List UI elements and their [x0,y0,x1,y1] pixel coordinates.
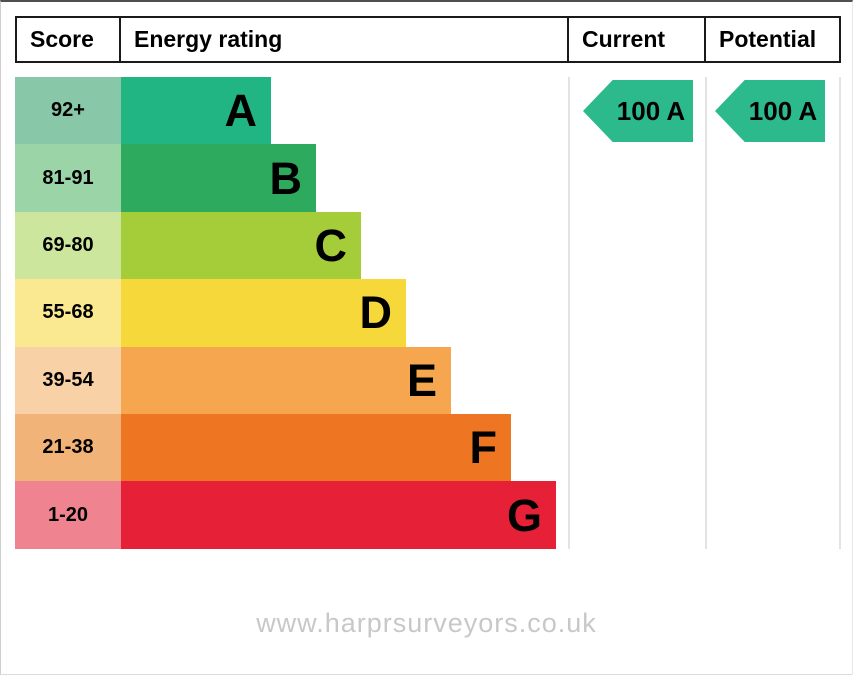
band-row: 55-68 D [15,279,556,347]
band-score-range: 81-91 [15,144,121,212]
band-letter: A [224,85,258,137]
band-letter: G [506,489,542,541]
header-energy-rating: Energy rating [121,18,569,61]
band-row: 92+ A [15,77,556,145]
header-score: Score [17,18,121,61]
column-separator-right-edge [839,77,841,549]
band-row: 81-91 B [15,144,556,212]
band-bar: G [121,481,556,549]
band-score-range: 21-38 [15,413,121,482]
column-separator-current-potential [705,77,707,549]
potential-rating-arrow: 100 A [715,80,825,142]
band-score-range: 55-68 [15,279,121,347]
band-bar: D [121,279,406,347]
band-score-range: 39-54 [15,346,121,414]
band-score-range: 1-20 [15,481,121,549]
band-letter: D [359,287,393,339]
band-bar: B [121,144,316,212]
table-header: Score Energy rating Current Potential [15,16,841,63]
header-current: Current [569,18,706,61]
band-row: 39-54 E [15,346,556,414]
band-letter: F [469,422,498,474]
band-row: 1-20 G [15,481,556,549]
band-bar: F [121,413,511,482]
band-score-range: 69-80 [15,211,121,280]
energy-band-rows: 92+ A 81-91 B 69-80 C 55-68 D 39-54 E 21… [15,77,556,549]
header-potential: Potential [719,26,817,52]
band-bar: A [121,77,271,145]
band-letter: E [406,354,437,406]
band-bar: E [121,346,451,414]
band-row: 69-80 C [15,211,556,280]
current-rating-arrow: 100 A [583,80,693,142]
watermark-text: www.harprsurveyors.co.uk [256,608,597,638]
band-row: 21-38 F [15,413,556,482]
band-letter: C [314,219,348,271]
band-bar: C [121,211,361,280]
column-separator-rating-current [568,77,570,549]
current-rating-label: 100 A [616,95,686,126]
band-score-range: 92+ [15,77,121,145]
potential-rating-label: 100 A [748,95,818,126]
band-letter: B [269,152,303,204]
